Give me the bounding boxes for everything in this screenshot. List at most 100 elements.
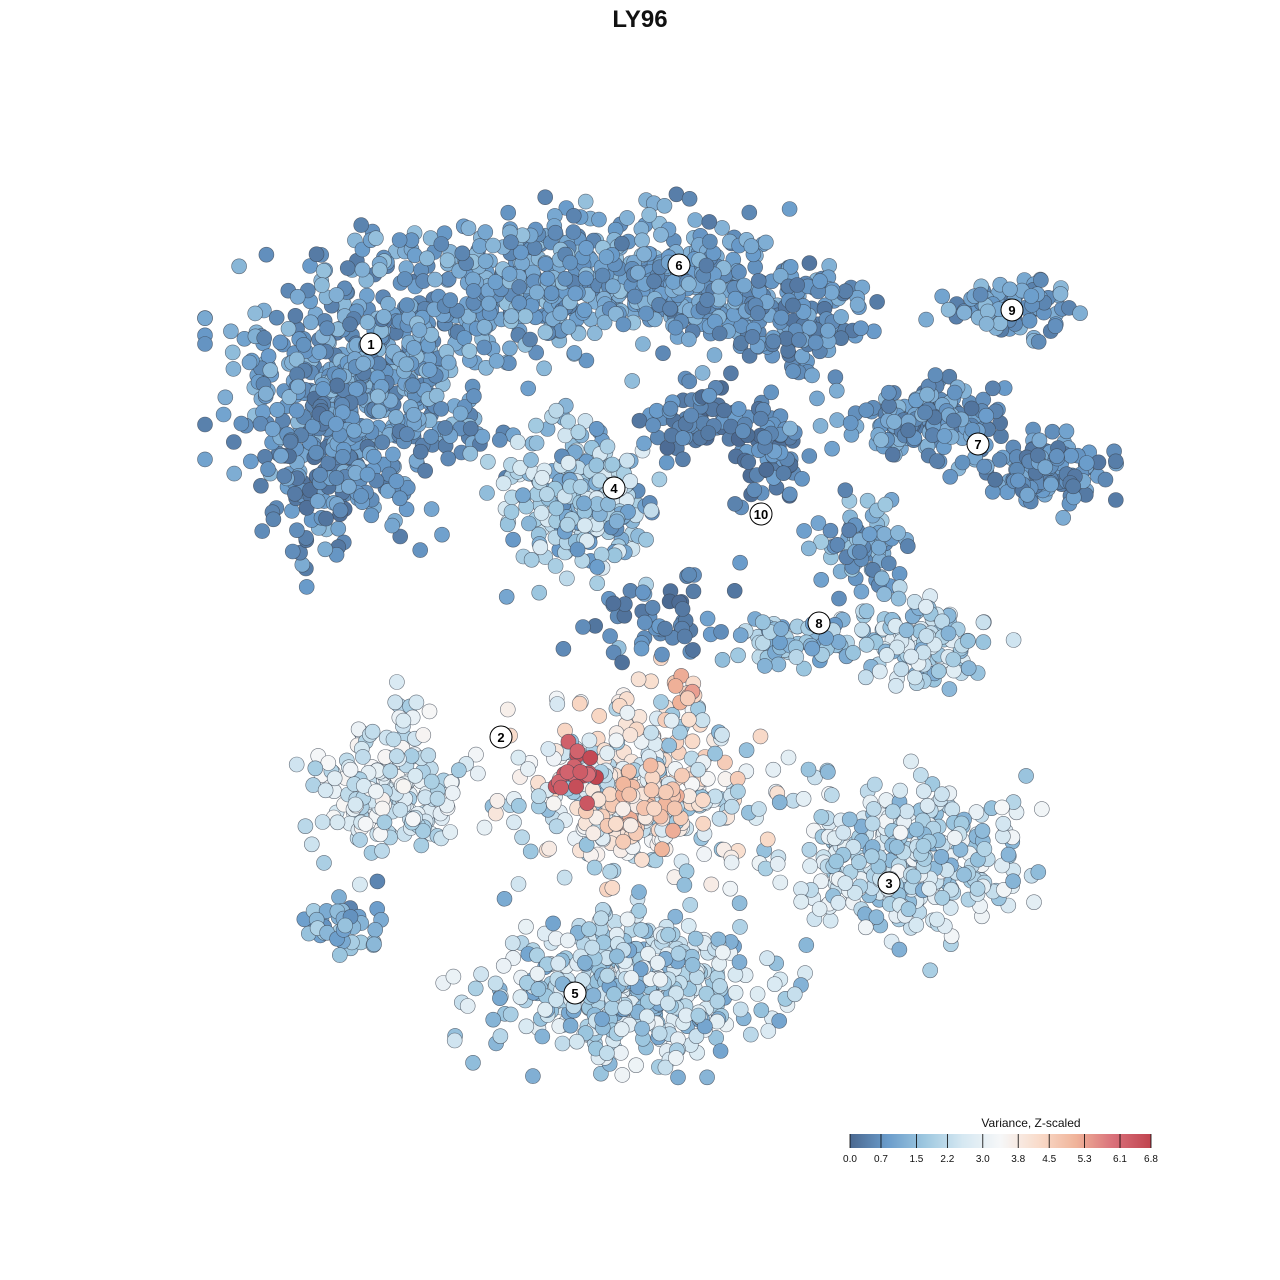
cluster-label-text: 1 xyxy=(367,337,374,352)
data-point xyxy=(807,334,824,351)
data-point xyxy=(502,340,518,357)
data-point xyxy=(269,401,286,418)
cluster-label-text: 7 xyxy=(974,437,981,452)
data-point xyxy=(829,412,845,428)
data-point xyxy=(630,671,647,688)
data-point xyxy=(929,453,945,469)
legend-tick-label: 0.7 xyxy=(874,1154,888,1165)
data-point xyxy=(367,921,384,938)
data-point xyxy=(309,493,326,510)
data-point xyxy=(589,559,606,575)
cluster-label: 10 xyxy=(749,502,773,526)
data-point xyxy=(703,876,720,893)
data-point xyxy=(956,866,972,883)
data-point xyxy=(556,869,573,886)
data-point xyxy=(224,344,241,361)
data-point xyxy=(662,300,678,317)
cluster-label: 8 xyxy=(807,611,831,635)
data-point xyxy=(314,814,331,830)
data-point xyxy=(876,526,893,543)
data-point xyxy=(476,319,493,335)
data-point xyxy=(328,416,344,432)
data-point xyxy=(460,220,477,236)
data-point xyxy=(713,624,729,640)
data-point xyxy=(473,966,489,983)
data-point xyxy=(676,877,693,893)
data-point xyxy=(368,783,384,800)
data-point xyxy=(723,854,740,871)
data-point xyxy=(440,450,457,467)
data-point xyxy=(905,868,922,885)
data-point xyxy=(287,307,304,324)
data-point xyxy=(284,543,301,560)
data-point xyxy=(801,319,818,336)
data-point xyxy=(698,257,715,274)
data-point xyxy=(752,410,769,427)
data-point xyxy=(588,420,605,437)
data-point xyxy=(374,800,391,817)
data-point xyxy=(614,654,630,671)
data-point xyxy=(758,234,774,251)
data-point xyxy=(740,454,757,470)
data-point xyxy=(880,384,897,401)
data-point xyxy=(857,669,874,686)
data-point xyxy=(582,749,599,766)
data-point xyxy=(511,294,528,311)
data-point xyxy=(969,880,986,897)
data-point xyxy=(412,443,429,460)
data-point xyxy=(559,932,576,949)
data-point xyxy=(548,500,565,517)
data-point xyxy=(752,728,769,745)
data-point xyxy=(474,428,491,445)
data-point xyxy=(706,347,723,363)
data-point xyxy=(804,367,820,384)
data-point xyxy=(289,522,305,539)
data-point xyxy=(668,186,685,203)
data-point xyxy=(683,407,699,424)
data-point xyxy=(723,365,739,382)
data-point xyxy=(837,482,854,499)
data-point xyxy=(442,292,459,308)
data-point xyxy=(288,402,305,419)
data-point xyxy=(974,822,991,839)
data-point xyxy=(547,558,564,574)
data-point xyxy=(615,833,632,850)
data-point xyxy=(735,423,751,439)
data-point xyxy=(415,727,432,743)
data-point xyxy=(1063,447,1079,464)
data-point xyxy=(829,536,846,553)
data-point xyxy=(444,785,461,801)
data-point xyxy=(404,377,421,394)
data-point xyxy=(316,855,332,871)
data-point xyxy=(812,273,828,289)
data-point xyxy=(604,278,621,295)
data-point xyxy=(462,445,479,462)
data-point xyxy=(376,814,393,831)
data-point xyxy=(1037,459,1054,476)
data-point xyxy=(727,984,744,1001)
data-point xyxy=(918,311,934,328)
data-point xyxy=(584,939,601,956)
data-point xyxy=(329,377,346,394)
data-point xyxy=(940,301,957,318)
data-point xyxy=(773,621,789,637)
data-point xyxy=(399,297,415,313)
data-point xyxy=(578,270,594,287)
data-point xyxy=(656,198,673,214)
data-point xyxy=(536,360,552,377)
data-point xyxy=(742,1026,759,1043)
data-point xyxy=(831,590,847,607)
data-point xyxy=(495,475,512,492)
data-point xyxy=(643,502,660,519)
data-point xyxy=(599,967,616,984)
data-point xyxy=(654,646,670,663)
data-point xyxy=(412,542,429,558)
data-point xyxy=(765,333,782,350)
data-point xyxy=(820,764,836,780)
data-point xyxy=(589,575,606,592)
data-point xyxy=(661,737,678,754)
data-point xyxy=(578,352,595,369)
data-point xyxy=(1044,423,1061,440)
data-point xyxy=(559,516,576,533)
data-point xyxy=(1055,509,1071,526)
